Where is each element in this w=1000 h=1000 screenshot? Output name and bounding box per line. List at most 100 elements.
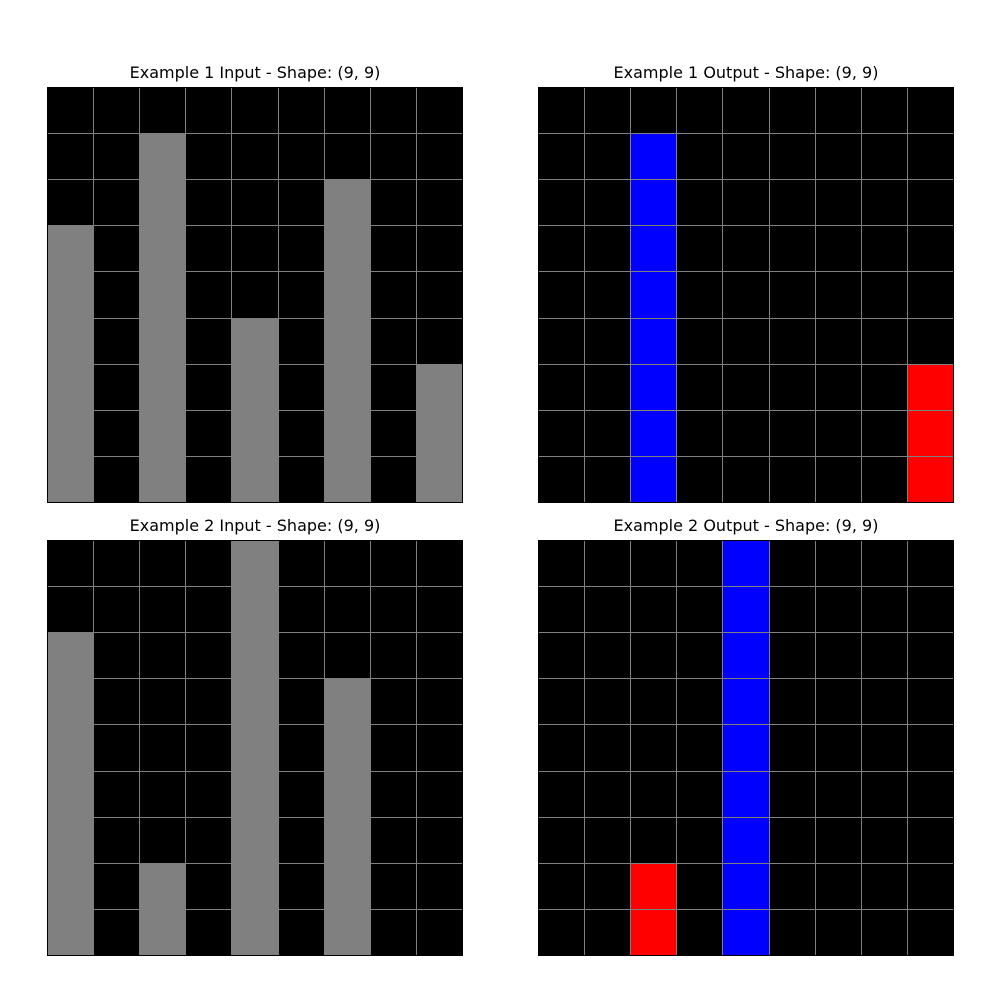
grid-cell: [539, 88, 585, 134]
grid-cell: [324, 679, 370, 725]
grid-cell: [907, 410, 953, 456]
grid-cell: [232, 456, 278, 502]
grid-cell: [815, 456, 861, 502]
grid-cell: [907, 725, 953, 771]
grid-cell: [631, 771, 677, 817]
grid-cell: [907, 226, 953, 272]
grid-cell: [186, 88, 232, 134]
grid-cell: [769, 679, 815, 725]
grid-cell: [186, 272, 232, 318]
grid-cell: [677, 88, 723, 134]
grid-cell: [723, 134, 769, 180]
grid-cell: [815, 226, 861, 272]
grid-cell: [585, 679, 631, 725]
grid-cell: [861, 771, 907, 817]
grid-cell: [907, 909, 953, 955]
grid-cell: [539, 226, 585, 272]
grid-cell: [861, 909, 907, 955]
grid-cell: [186, 587, 232, 633]
grid-cell: [723, 456, 769, 502]
grid-cell: [278, 318, 324, 364]
grid-cell: [631, 226, 677, 272]
panel-title: Example 2 Output - Shape: (9, 9): [613, 516, 879, 535]
grid-cell: [48, 541, 94, 587]
grid-cell: [723, 725, 769, 771]
grid-cell: [585, 364, 631, 410]
grid-cell: [416, 226, 462, 272]
grid-cell: [539, 863, 585, 909]
grid-cell: [278, 725, 324, 771]
grid-cell: [907, 134, 953, 180]
grid-cell: [861, 541, 907, 587]
panel-title: Example 2 Input - Shape: (9, 9): [129, 516, 381, 535]
grid-cell: [769, 410, 815, 456]
grid-cell: [539, 587, 585, 633]
grid-cell: [539, 817, 585, 863]
example-1-input-grid: [47, 87, 463, 503]
grid-cell: [585, 541, 631, 587]
grid-cell: [677, 180, 723, 226]
grid-cell: [416, 456, 462, 502]
grid-cell: [861, 410, 907, 456]
grid-cell: [324, 725, 370, 771]
grid-cell: [94, 318, 140, 364]
panel-title: Example 1 Input - Shape: (9, 9): [129, 63, 381, 82]
grid-cell: [723, 541, 769, 587]
grid-cell: [815, 180, 861, 226]
grid-cell: [416, 541, 462, 587]
grid-cell: [370, 226, 416, 272]
grid-cell: [232, 771, 278, 817]
grid-cell: [94, 863, 140, 909]
grid-cell: [232, 364, 278, 410]
grid-cell: [48, 134, 94, 180]
grid-cell: [585, 587, 631, 633]
grid-cell: [815, 909, 861, 955]
grid-cell: [48, 817, 94, 863]
grid-cell: [186, 226, 232, 272]
grid-cell: [416, 364, 462, 410]
grid-cell: [907, 587, 953, 633]
grid-cell: [278, 633, 324, 679]
grid-cell: [723, 817, 769, 863]
grid-cell: [815, 679, 861, 725]
grid-cell: [723, 679, 769, 725]
grid-cell: [815, 863, 861, 909]
grid-cell: [585, 88, 631, 134]
grid-cell: [907, 364, 953, 410]
grid-cell: [278, 180, 324, 226]
grid-cell: [140, 725, 186, 771]
grid-cell: [769, 318, 815, 364]
grid-cell: [48, 456, 94, 502]
grid-cell: [416, 817, 462, 863]
grid-cell: [769, 587, 815, 633]
grid-cell: [861, 633, 907, 679]
grid-cell: [677, 909, 723, 955]
grid-cell: [815, 410, 861, 456]
grid-cell: [324, 226, 370, 272]
grid-cell: [539, 180, 585, 226]
grid-cell: [370, 679, 416, 725]
grid-cell: [585, 725, 631, 771]
grid-cell: [539, 633, 585, 679]
grid-cell: [48, 226, 94, 272]
grid-cell: [232, 817, 278, 863]
grid-cell: [278, 226, 324, 272]
grid-cell: [278, 541, 324, 587]
grid-cell: [861, 180, 907, 226]
grid-cell: [631, 88, 677, 134]
grid-cell: [48, 364, 94, 410]
grid-cell: [723, 318, 769, 364]
grid-cell: [232, 909, 278, 955]
grid-cell: [278, 771, 324, 817]
grid-cell: [416, 725, 462, 771]
grid-cell: [677, 364, 723, 410]
grid-cell: [631, 633, 677, 679]
grid-cell: [94, 633, 140, 679]
grid-cell: [861, 134, 907, 180]
grid-cell: [723, 180, 769, 226]
grid-cell: [48, 863, 94, 909]
grid-cell: [815, 272, 861, 318]
grid-cell: [539, 909, 585, 955]
grid-cell: [907, 863, 953, 909]
grid-cell: [416, 863, 462, 909]
